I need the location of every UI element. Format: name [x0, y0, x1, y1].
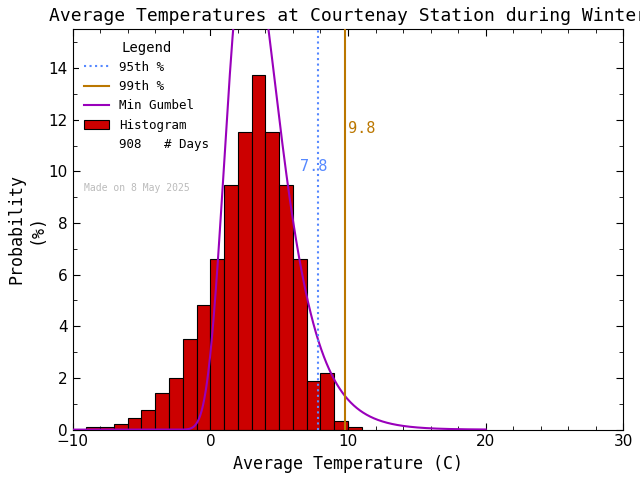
Bar [252, 75, 266, 430]
Bar [196, 305, 211, 430]
Bar [224, 185, 238, 430]
Legend: 95th %, 99th %, Min Gumbel, Histogram, 908   # Days: 95th %, 99th %, Min Gumbel, Histogram, 9… [79, 36, 214, 156]
Bar [348, 427, 362, 430]
Bar [321, 373, 334, 430]
Bar [334, 421, 348, 430]
Bar [211, 259, 224, 430]
X-axis label: Average Temperature (C): Average Temperature (C) [233, 455, 463, 473]
Bar [183, 339, 196, 430]
Title: Average Temperatures at Courtenay Station during Winter: Average Temperatures at Courtenay Statio… [49, 7, 640, 25]
Bar [238, 132, 252, 430]
Bar [169, 379, 183, 430]
Text: 7.8: 7.8 [300, 159, 327, 174]
Bar [100, 427, 114, 430]
Y-axis label: Probability
(%): Probability (%) [7, 174, 45, 285]
Text: Made on 8 May 2025: Made on 8 May 2025 [84, 183, 189, 193]
Bar [279, 185, 293, 430]
Bar [114, 424, 128, 430]
Bar [293, 259, 307, 430]
Bar [86, 427, 100, 430]
Bar [156, 393, 169, 430]
Text: 9.8: 9.8 [348, 120, 376, 135]
Bar [128, 418, 141, 430]
Bar [266, 132, 279, 430]
Bar [307, 381, 321, 430]
Bar [141, 410, 156, 430]
